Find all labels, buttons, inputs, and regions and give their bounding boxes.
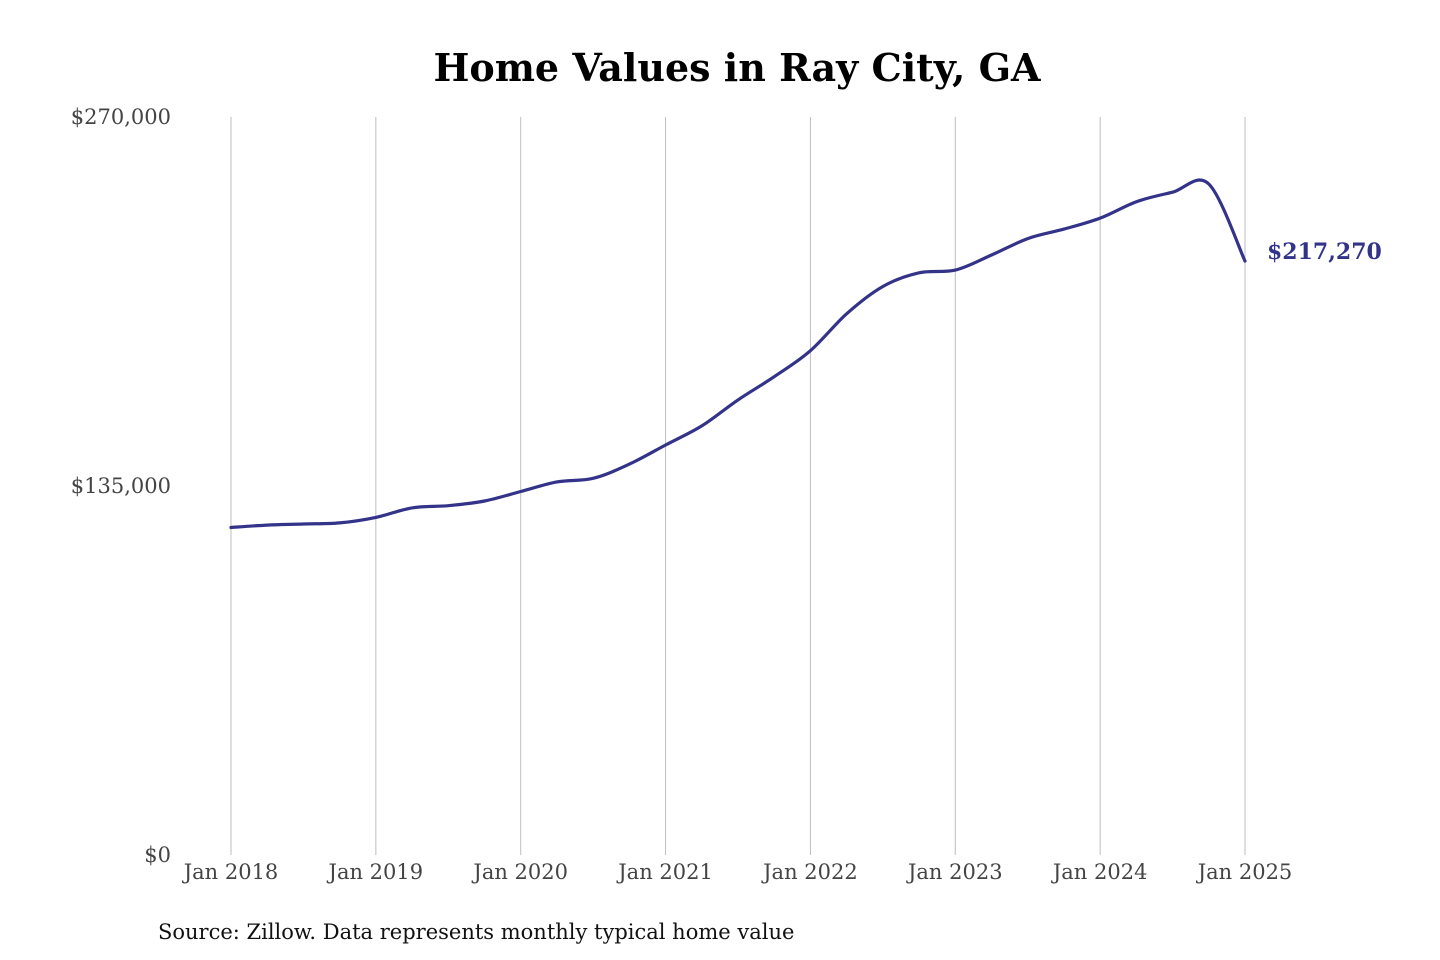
x-tick-label: Jan 2020 — [471, 860, 568, 884]
x-tick-label: Jan 2022 — [761, 860, 858, 884]
x-tick-label: Jan 2021 — [616, 860, 713, 884]
source-note: Source: Zillow. Data represents monthly … — [158, 920, 794, 944]
y-tick-label: $270,000 — [71, 105, 171, 129]
y-tick-label: $0 — [144, 843, 171, 867]
last-value-label: $217,270 — [1267, 239, 1382, 265]
y-axis-ticks: $0 $135,000 $270,000 — [71, 105, 171, 867]
x-axis-ticks: Jan 2018 Jan 2019 Jan 2020 Jan 2021 Jan 2022… — [182, 860, 1293, 884]
x-tick-label: Jan 2024 — [1051, 860, 1148, 884]
x-tick-label: Jan 2023 — [906, 860, 1003, 884]
home-value-line — [229, 178, 1247, 530]
y-tick-label: $135,000 — [71, 474, 171, 498]
chart-title: Home Values in Ray City, GA — [433, 45, 1041, 90]
x-tick-label: Jan 2018 — [182, 860, 279, 884]
x-tick-label: Jan 2025 — [1196, 860, 1293, 884]
x-tick-label: Jan 2019 — [327, 860, 424, 884]
x-gridlines — [230, 117, 1246, 855]
